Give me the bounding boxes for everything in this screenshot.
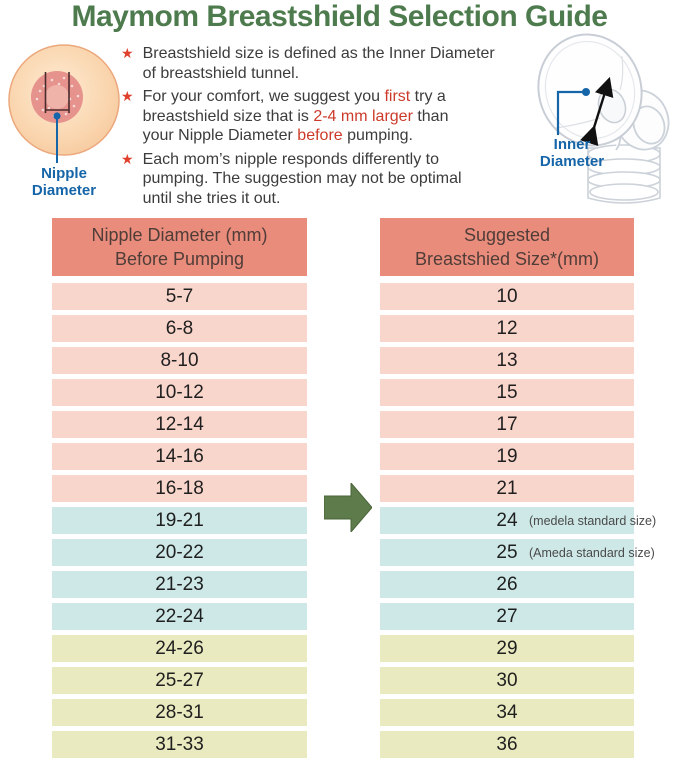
breastshield-illustration: Inner Diameter [520,30,679,208]
table-row-range: 8-10 [52,347,307,374]
size-value: 10 [496,285,518,307]
size-value: 30 [496,669,518,691]
table-row-size: 15 [380,379,634,406]
table-row-size: 26 [380,571,634,598]
left-column-rows: 5-7 6-8 8-10 10-12 12-14 14-16 16-18 19-21 20-22… [52,283,307,758]
table-row-range: 24-26 [52,635,307,662]
table-row-size: 13 [380,347,634,374]
table-row-size: 30 [380,667,634,694]
nipple-diameter-label: Nipple Diameter [31,165,97,199]
table-row-range: 25-27 [52,667,307,694]
table-row-size: 17 [380,411,634,438]
table-row-range: 31-33 [52,731,307,758]
size-value: 29 [496,637,518,659]
bullet-text: Breastshield size is defined as the Inne… [142,45,495,82]
size-value: 24 [496,509,518,531]
star-bullet-icon: ★ [121,88,134,104]
right-column-rows: 10 12 13 15 17 19 21 24 (medela standard size) 25… [380,283,656,758]
size-value: 12 [496,317,518,339]
size-value: 19 [496,445,518,467]
inner-diameter-label: Inner Diameter [539,136,605,170]
table-row-size: 25 (Ameda standard size) [380,539,655,566]
size-value: 27 [496,605,518,627]
table-row-range: 21-23 [52,571,307,598]
table-row-size: 12 [380,315,634,342]
bullet-text: For your comfort, we suggest you first t… [142,88,449,144]
left-column-header: Nipple Diameter (mm) Before Pumping [52,218,307,276]
breast-illustration: Nipple Diameter [2,42,126,202]
size-value: 21 [496,477,518,499]
table-row-range: 14-16 [52,443,307,470]
right-column-header: Suggested Breastshied Size*(mm) [380,218,634,276]
bullet-item: ★ Each mom’s nipple responds differently … [121,150,541,209]
page-title: Maymom Breastshield Selection Guide [71,0,609,33]
size-value: 15 [496,381,518,403]
table-row-size: 27 [380,603,634,630]
table-row-range: 19-21 [52,507,307,534]
table-row-range: 10-12 [52,379,307,406]
breast-diagram-icon [8,44,120,163]
star-bullet-icon: ★ [121,150,134,167]
suggested-size-column: Suggested Breastshied Size*(mm) 10 12 13 15… [380,218,656,759]
table-row-range: 5-7 [52,283,307,310]
table-row-range: 16-18 [52,475,307,502]
table-row-range: 6-8 [52,315,307,342]
arrow-right-icon [323,481,373,534]
table-row-size: 10 [380,283,634,310]
table-row-range: 20-22 [52,539,307,566]
bullet-text: Each mom’s nipple responds differently t… [142,150,462,207]
table-row-size: 19 [380,443,634,470]
table-row-range: 12-14 [52,411,307,438]
bullet-item: ★ Breastshield size is defined as the Inn… [121,44,541,83]
table-row-size: 21 [380,475,634,502]
table-row-range: 28-31 [52,699,307,726]
size-value: 26 [496,573,518,595]
table-row-size: 24 (medela standard size) [380,507,656,534]
standard-size-note: (Ameda standard size) [529,545,655,560]
size-value: 25 [496,541,518,563]
size-value: 17 [496,413,518,435]
size-value: 13 [496,349,518,371]
bullet-item: ★ For your comfort, we suggest you first … [121,87,541,146]
table-row-range: 22-24 [52,603,307,630]
breastshield-diagram-icon [537,33,670,204]
size-value: 34 [496,701,518,723]
table-row-size: 29 [380,635,634,662]
star-bullet-icon: ★ [121,45,134,61]
size-value: 36 [496,733,518,755]
bullet-list: ★ Breastshield size is defined as the Inn… [121,44,541,212]
nipple-diameter-column: Nipple Diameter (mm) Before Pumping 5-7 6… [52,218,307,759]
table-row-size: 34 [380,699,634,726]
standard-size-note: (medela standard size) [529,513,657,528]
table-row-size: 36 [380,731,634,758]
